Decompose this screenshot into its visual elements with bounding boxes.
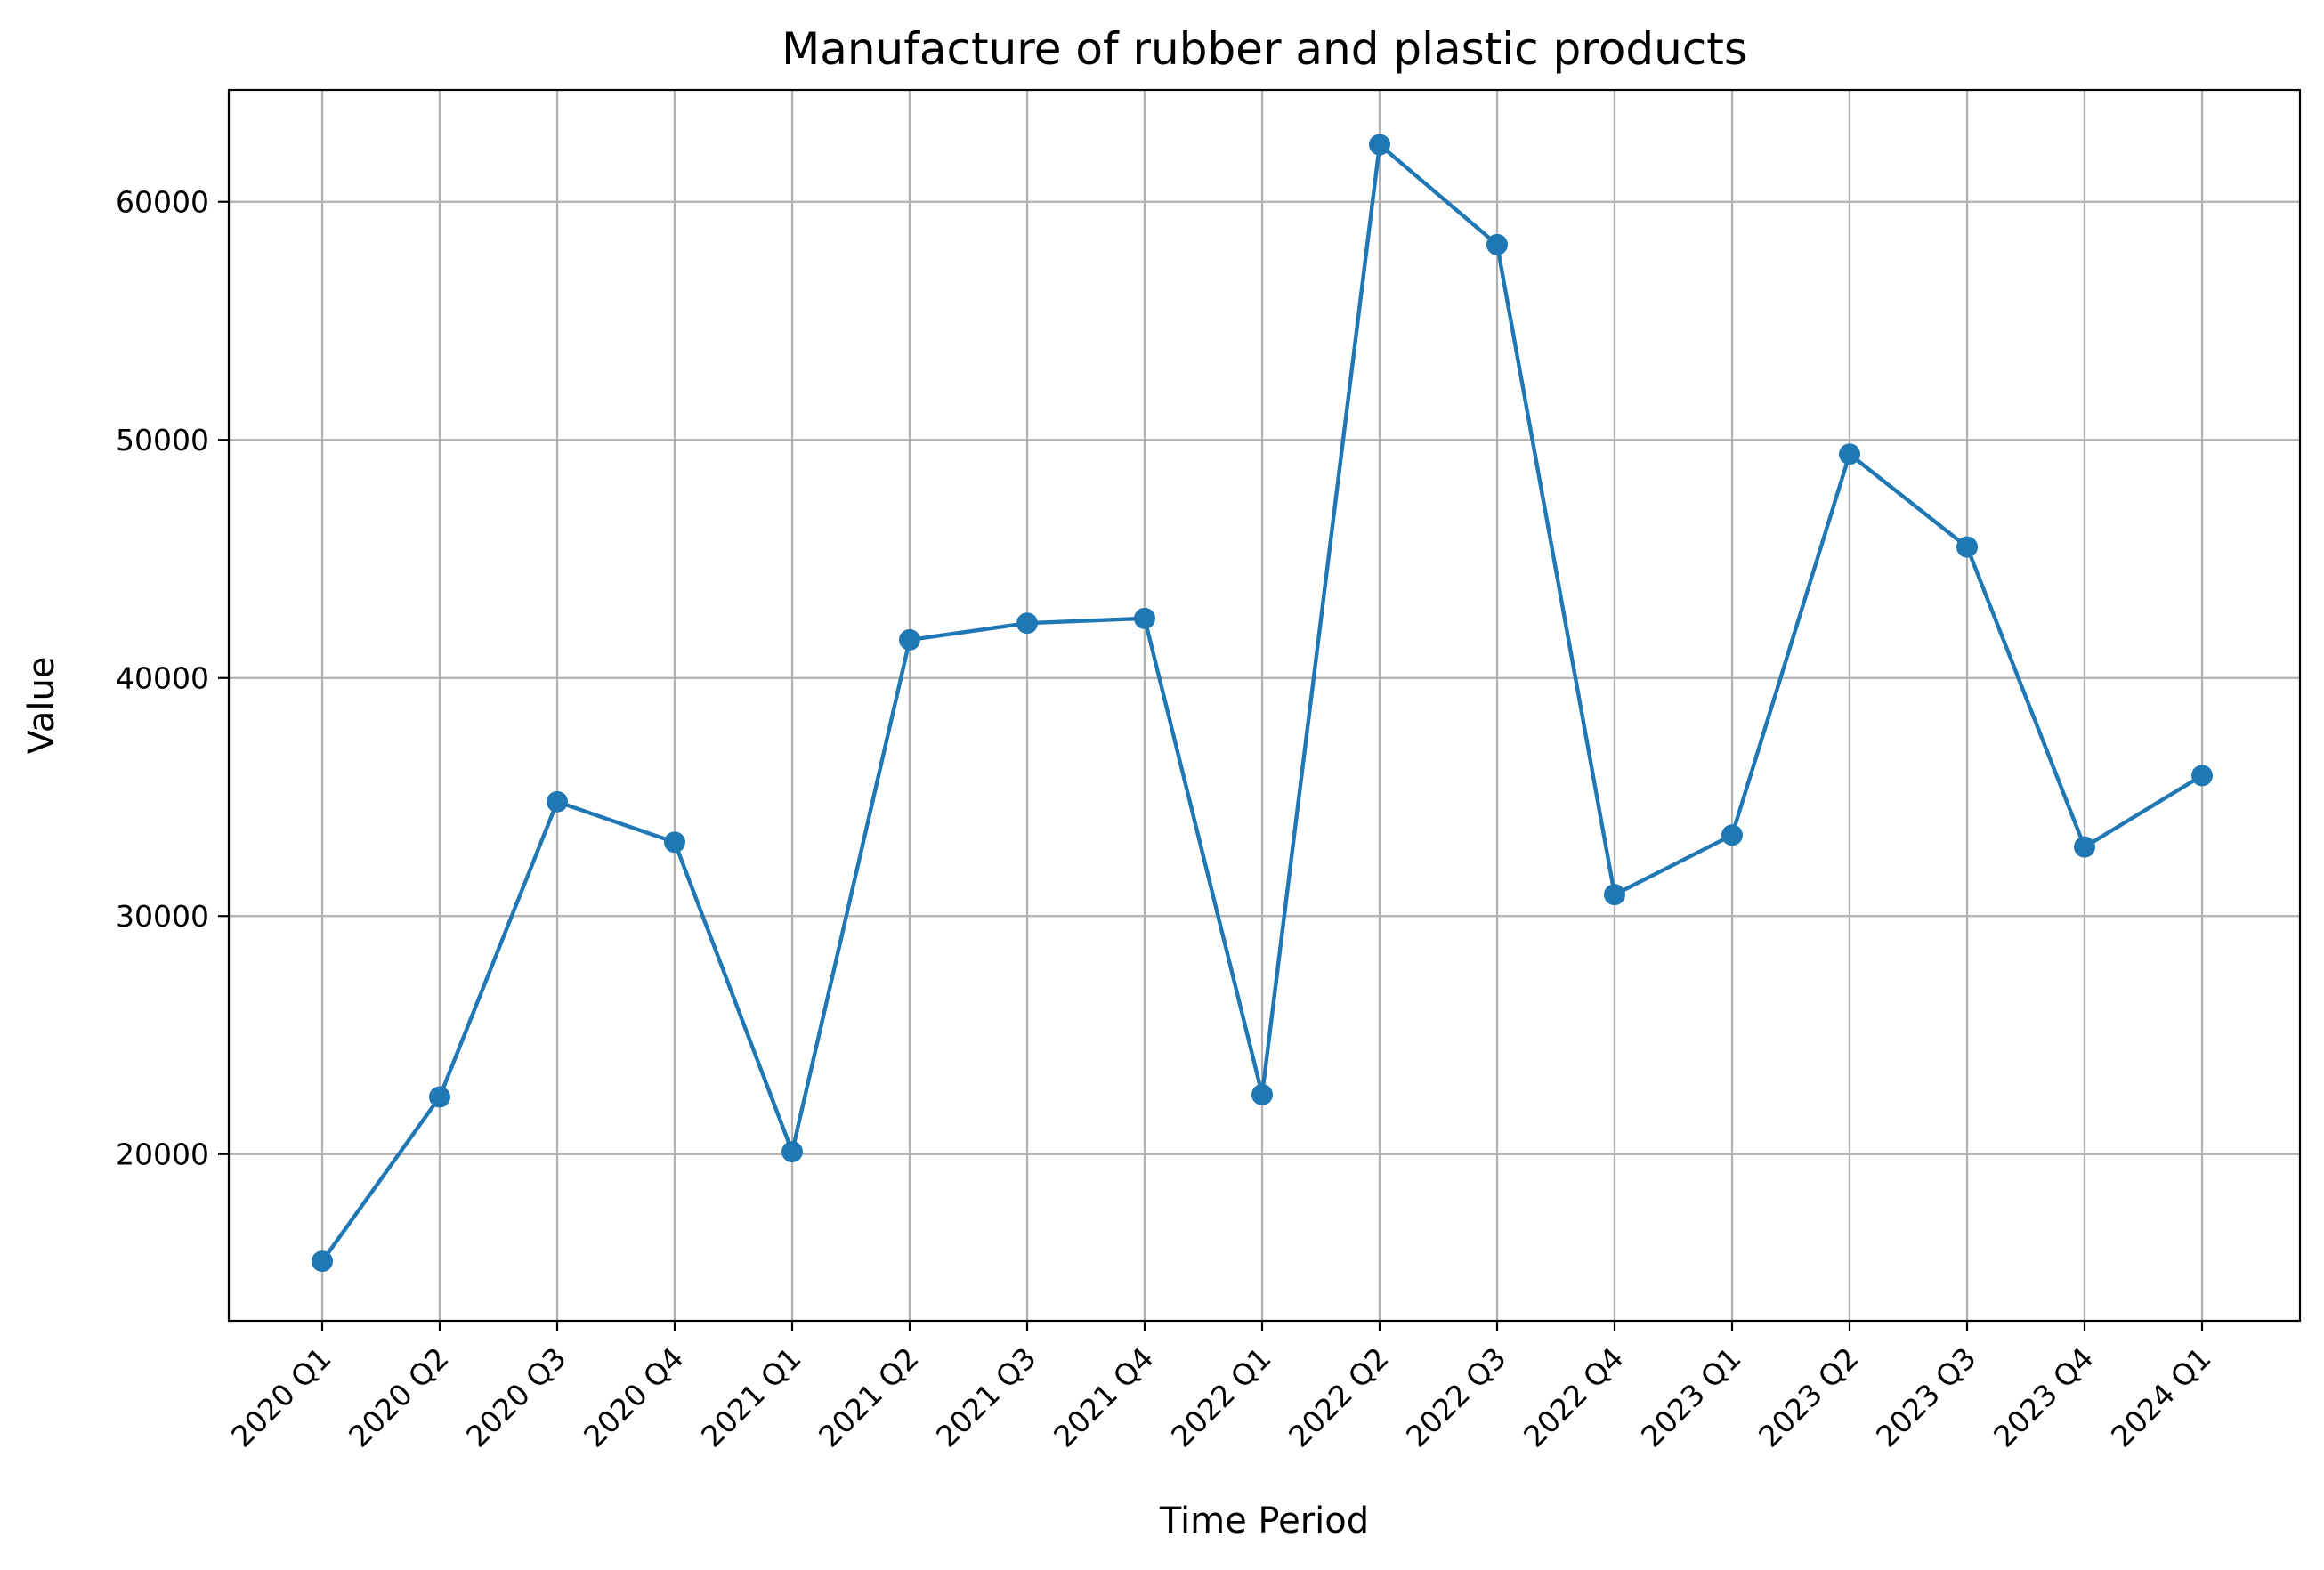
data-point-2022-q2 [1369,134,1390,156]
y-tick-label: 60000 [116,185,209,220]
data-point-2020-q2 [429,1086,450,1108]
data-point-2021-q1 [781,1141,803,1163]
data-point-2021-q3 [1016,612,1038,635]
data-point-2022-q1 [1251,1083,1273,1105]
data-point-2020-q3 [547,790,568,813]
grid [229,90,2300,1321]
data-point-2023-q4 [2074,836,2095,858]
y-tick-label: 50000 [116,423,209,457]
data-point-2023-q3 [1956,536,1978,558]
chart-title: Manufacture of rubber and plastic produc… [781,23,1747,75]
data-point-2022-q3 [1486,233,1508,255]
y-tick-label: 20000 [116,1137,209,1172]
data-point-2024-q1 [2191,765,2213,787]
data-point-2020-q1 [312,1250,333,1273]
data-point-2020-q4 [664,831,685,854]
data-point-2021-q4 [1134,607,1155,629]
data-point-2022-q4 [1604,884,1625,906]
y-axis-label: Value [21,657,62,755]
plot-frame [227,88,2302,1323]
data-point-2021-q2 [899,628,920,651]
x-axis-label: Time Period [1159,1501,1369,1542]
data-point-2023-q1 [1721,824,1743,846]
series-layer [312,134,2213,1273]
y-tick-label: 40000 [116,661,209,696]
data-point-2023-q2 [1839,443,1860,465]
y-tick-label: 30000 [116,899,209,934]
